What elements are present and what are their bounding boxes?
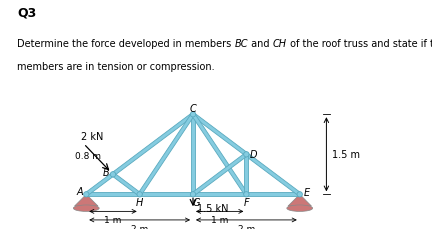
Polygon shape bbox=[85, 113, 194, 196]
Polygon shape bbox=[138, 114, 194, 196]
Polygon shape bbox=[191, 115, 195, 194]
Ellipse shape bbox=[73, 205, 99, 212]
Text: of the roof truss and state if the: of the roof truss and state if the bbox=[287, 39, 432, 49]
Text: H: H bbox=[136, 197, 143, 207]
Text: 1 m: 1 m bbox=[104, 215, 122, 224]
Text: F: F bbox=[244, 197, 249, 207]
Circle shape bbox=[84, 192, 89, 197]
Text: 0.8 m: 0.8 m bbox=[75, 152, 101, 161]
Text: and: and bbox=[248, 39, 273, 49]
Circle shape bbox=[244, 192, 249, 197]
Circle shape bbox=[297, 192, 302, 197]
Text: 2 m: 2 m bbox=[238, 224, 255, 229]
Circle shape bbox=[191, 112, 196, 117]
Ellipse shape bbox=[287, 205, 313, 212]
Text: E: E bbox=[304, 187, 310, 197]
Text: G: G bbox=[193, 197, 200, 207]
Polygon shape bbox=[191, 114, 248, 196]
Polygon shape bbox=[75, 194, 98, 206]
Circle shape bbox=[137, 192, 142, 197]
Text: Q3: Q3 bbox=[17, 7, 37, 20]
Text: CH: CH bbox=[273, 39, 287, 49]
Polygon shape bbox=[288, 194, 311, 206]
Circle shape bbox=[110, 172, 116, 177]
Circle shape bbox=[191, 192, 196, 197]
Text: Determine the force developed in members: Determine the force developed in members bbox=[17, 39, 235, 49]
Polygon shape bbox=[245, 155, 248, 194]
Text: 1 m: 1 m bbox=[211, 215, 229, 224]
Text: 1.5 kN: 1.5 kN bbox=[197, 203, 228, 213]
Text: 2 kN: 2 kN bbox=[81, 131, 103, 141]
Text: D: D bbox=[250, 150, 257, 160]
Polygon shape bbox=[192, 153, 248, 196]
Text: BC: BC bbox=[235, 39, 248, 49]
Polygon shape bbox=[192, 113, 301, 196]
Text: members are in tension or compression.: members are in tension or compression. bbox=[17, 62, 215, 72]
Text: 1.5 m: 1.5 m bbox=[332, 150, 360, 160]
Text: C: C bbox=[190, 104, 197, 113]
Text: B: B bbox=[103, 167, 109, 177]
Polygon shape bbox=[86, 193, 300, 196]
Text: A: A bbox=[76, 186, 83, 196]
Polygon shape bbox=[112, 173, 141, 196]
Text: 2 m: 2 m bbox=[131, 224, 148, 229]
Circle shape bbox=[244, 152, 249, 157]
